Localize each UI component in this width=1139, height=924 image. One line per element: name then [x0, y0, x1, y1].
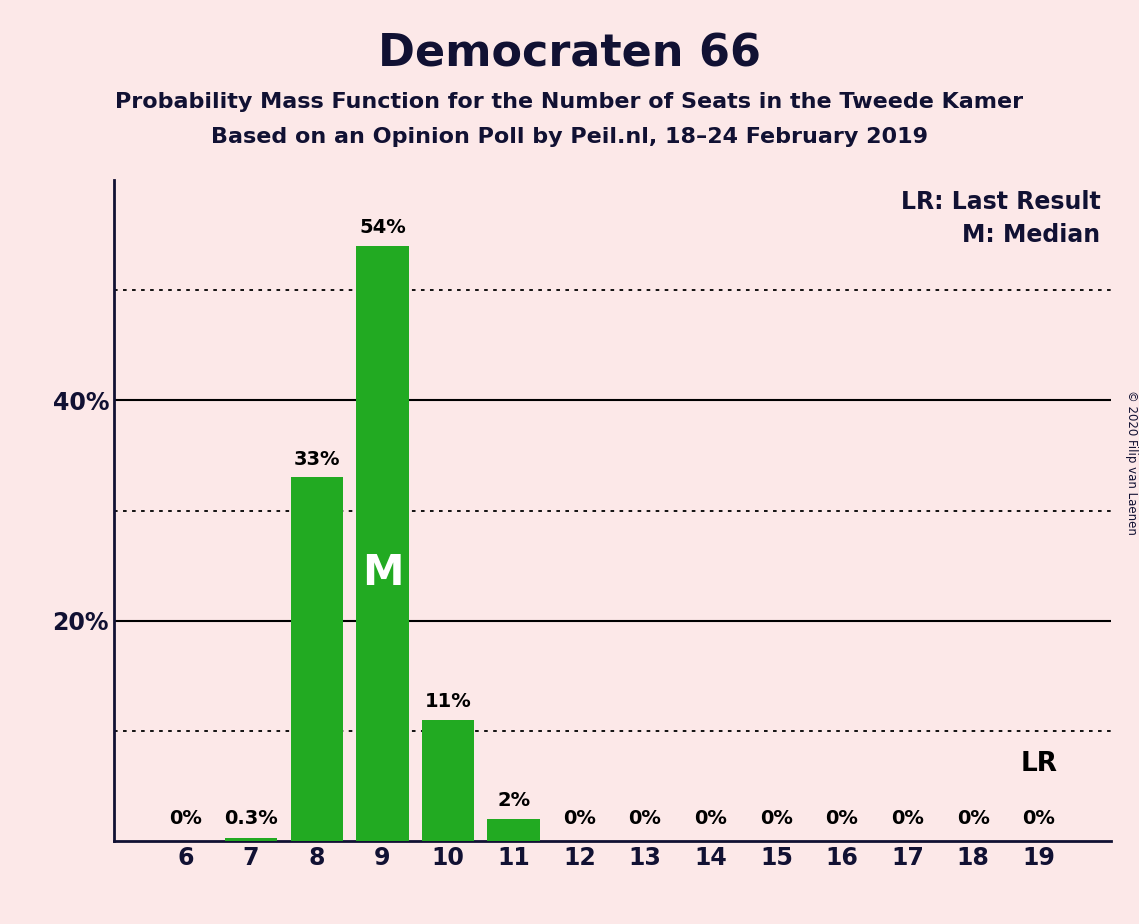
Text: LR: Last Result: LR: Last Result	[901, 190, 1100, 214]
Text: 0%: 0%	[169, 808, 202, 828]
Text: M: M	[362, 553, 403, 594]
Text: 0.3%: 0.3%	[224, 808, 278, 828]
Bar	[421, 720, 474, 841]
Text: LR: LR	[1021, 751, 1057, 777]
Text: 33%: 33%	[294, 450, 341, 468]
Text: Democraten 66: Democraten 66	[378, 32, 761, 76]
Text: Probability Mass Function for the Number of Seats in the Tweede Kamer: Probability Mass Function for the Number…	[115, 92, 1024, 113]
Text: 0%: 0%	[760, 808, 793, 828]
Bar	[290, 478, 343, 841]
Text: 0%: 0%	[695, 808, 727, 828]
Text: M: Median: M: Median	[962, 223, 1100, 247]
Text: 0%: 0%	[629, 808, 662, 828]
Text: 0%: 0%	[1023, 808, 1056, 828]
Text: 0%: 0%	[826, 808, 859, 828]
Text: 0%: 0%	[957, 808, 990, 828]
Bar	[224, 837, 278, 841]
Text: Based on an Opinion Poll by Peil.nl, 18–24 February 2019: Based on an Opinion Poll by Peil.nl, 18–…	[211, 127, 928, 147]
Text: 0%: 0%	[891, 808, 924, 828]
Text: 0%: 0%	[563, 808, 596, 828]
Text: 54%: 54%	[359, 218, 405, 237]
Text: © 2020 Filip van Laenen: © 2020 Filip van Laenen	[1124, 390, 1138, 534]
Text: 11%: 11%	[425, 692, 472, 711]
Text: 2%: 2%	[497, 791, 531, 810]
Bar	[487, 819, 540, 841]
Bar	[357, 246, 409, 841]
